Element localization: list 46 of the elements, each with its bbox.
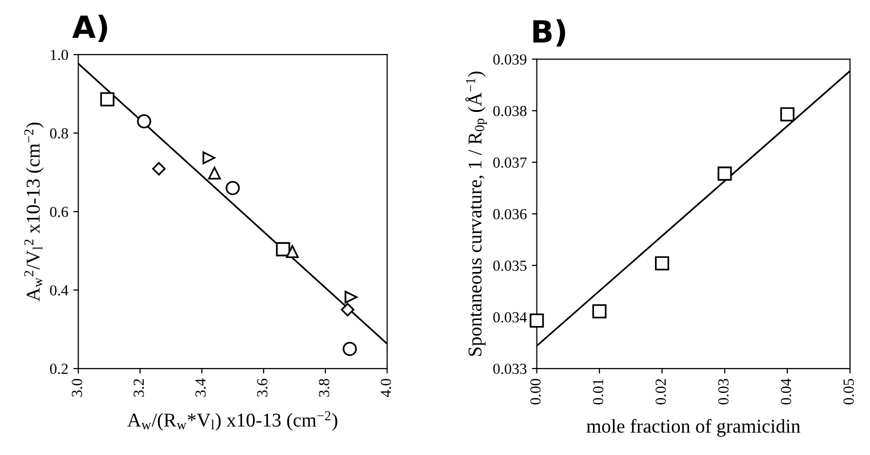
- point: [202, 151, 216, 164]
- y-tick-label: 0.036: [493, 208, 527, 220]
- point: [152, 162, 166, 176]
- x-tick-label: 4.0: [380, 378, 392, 398]
- point: [208, 166, 221, 180]
- point: [530, 314, 544, 328]
- y-tick-label: 0.8: [50, 128, 68, 139]
- point: [340, 302, 354, 316]
- point: [226, 180, 240, 196]
- x-tick-label: 0.02: [656, 379, 666, 404]
- x-tick-label: 3.8: [318, 378, 330, 397]
- point: [100, 92, 114, 106]
- y-tick-label: 0.034: [493, 312, 527, 322]
- chart-title: A): [72, 14, 108, 42]
- x-axis-title: mole fraction of gramicidin: [586, 418, 800, 437]
- x-tick-label: 3.2: [134, 379, 144, 397]
- y-tick-label: 0.4: [50, 285, 68, 296]
- x-tick-label: 0.01: [592, 379, 604, 404]
- point: [137, 114, 152, 128]
- x-tick-label: 0.03: [718, 378, 729, 404]
- point: [592, 304, 607, 318]
- y-tick-label: 1.0: [50, 50, 68, 60]
- point: [654, 256, 670, 270]
- y-tick-label: 0.6: [50, 206, 68, 218]
- point: [342, 342, 357, 356]
- x-tick-label: 0.04: [780, 378, 792, 404]
- y-tick-label: 0.033: [493, 364, 526, 374]
- x-tick-label: 3.0: [72, 378, 82, 397]
- x-tick-label: 3.4: [195, 378, 206, 397]
- point: [780, 107, 794, 122]
- y-tick-label: 0.037: [493, 157, 527, 168]
- chart-title: B): [533, 19, 566, 47]
- point: [718, 166, 732, 181]
- y-axis-title: Spontaneous curvature, 1 / R$_{0p}$ (Å$^{−1}$): [465, 72, 487, 356]
- y-tick-label: 0.039: [493, 54, 526, 65]
- x-tick-label: 0.05: [844, 378, 854, 404]
- y-tick-label: 0.038: [493, 106, 526, 116]
- point: [276, 242, 290, 256]
- y-tick-label: 0.2: [50, 364, 68, 374]
- x-tick-label: 3.6: [257, 378, 268, 397]
- point: [286, 245, 299, 258]
- point: [344, 290, 358, 304]
- y-tick-label: 0.035: [493, 260, 526, 271]
- text: A$_{w}$$^{2}$/V$_{l}$$^{2}$ x10-13 (cm$^{−2}$): [24, 122, 44, 302]
- x-tick-label: 0.00: [530, 378, 541, 404]
- text: A$_{w}$/(R$_{w}$*V$_{l}$) x10-13 (cm$^{−2}$): [127, 411, 338, 431]
